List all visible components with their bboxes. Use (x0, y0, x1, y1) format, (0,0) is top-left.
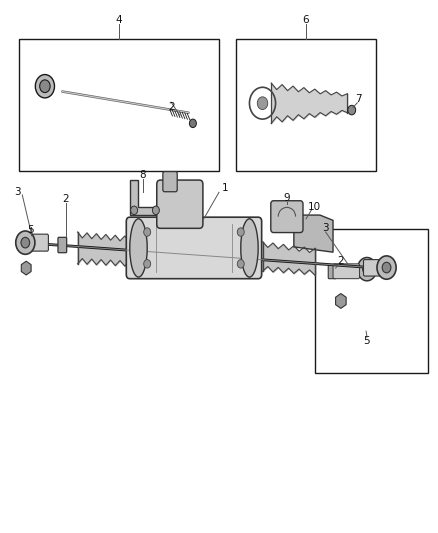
Circle shape (21, 237, 30, 248)
FancyBboxPatch shape (333, 264, 360, 279)
Circle shape (152, 206, 159, 215)
Text: 5: 5 (364, 336, 370, 346)
Text: 3: 3 (322, 223, 329, 233)
Circle shape (237, 260, 244, 268)
FancyBboxPatch shape (28, 234, 48, 251)
Circle shape (189, 119, 196, 127)
Circle shape (144, 260, 151, 268)
Ellipse shape (130, 219, 147, 277)
Text: 5: 5 (28, 225, 34, 236)
Circle shape (363, 264, 371, 274)
Text: 2: 2 (168, 102, 174, 112)
Bar (237, 38, 376, 171)
FancyBboxPatch shape (364, 260, 384, 276)
Text: 6: 6 (303, 15, 309, 25)
FancyBboxPatch shape (271, 201, 303, 232)
Circle shape (40, 80, 50, 93)
Text: 2: 2 (63, 193, 69, 204)
Circle shape (35, 75, 54, 98)
Text: 10: 10 (308, 202, 321, 212)
FancyBboxPatch shape (328, 265, 336, 279)
Ellipse shape (241, 219, 258, 277)
Text: 8: 8 (140, 171, 146, 180)
Circle shape (357, 257, 377, 281)
Circle shape (237, 228, 244, 236)
Circle shape (16, 231, 35, 254)
FancyBboxPatch shape (157, 180, 203, 228)
Bar (315, 229, 428, 373)
Text: 9: 9 (283, 192, 290, 203)
Polygon shape (294, 215, 333, 252)
Circle shape (144, 228, 151, 236)
Polygon shape (130, 180, 162, 215)
Circle shape (377, 256, 396, 279)
Text: 7: 7 (355, 94, 362, 104)
Text: 4: 4 (116, 15, 122, 25)
Text: 1: 1 (222, 183, 229, 193)
FancyBboxPatch shape (126, 217, 261, 279)
Circle shape (257, 97, 268, 110)
Circle shape (131, 206, 138, 215)
FancyBboxPatch shape (58, 237, 67, 253)
Bar (19, 38, 219, 171)
Text: 3: 3 (14, 187, 21, 197)
FancyBboxPatch shape (163, 172, 177, 192)
Circle shape (348, 106, 356, 115)
Text: 2: 2 (338, 256, 344, 266)
Circle shape (382, 262, 391, 273)
